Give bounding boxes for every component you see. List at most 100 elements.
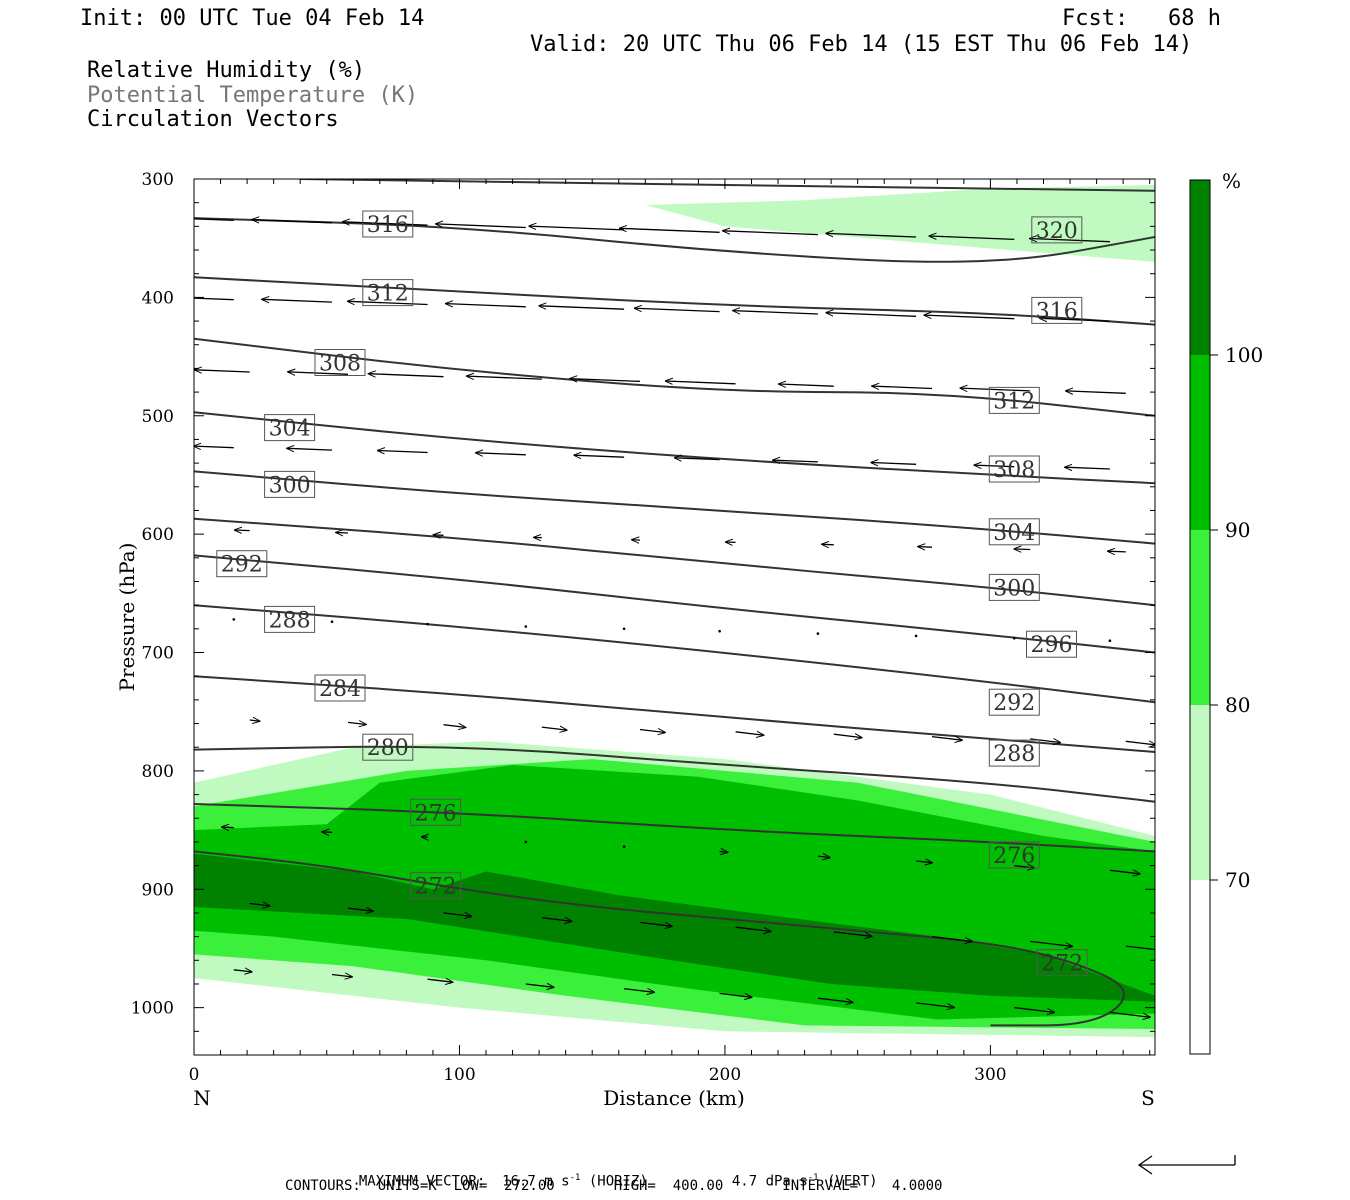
theta-contours [194, 179, 1155, 1027]
svg-text:296: 296 [1031, 633, 1073, 658]
y-axis-title: Pressure (hPa) [115, 543, 139, 692]
footer-contours: CONTOURS: UNITS=K LOW= 272.00 HIGH= 400.… [285, 1178, 943, 1194]
vector-arrow [443, 913, 472, 916]
vector-arrow [222, 827, 234, 828]
vector-arrow [1040, 318, 1110, 321]
svg-text:316: 316 [367, 213, 409, 238]
svg-text:272: 272 [1041, 952, 1083, 977]
svg-text:300: 300 [269, 473, 311, 498]
contour-labels: 316 312 308 304 300 292 288 284 280 276 272 320 316 3… [216, 210, 1088, 977]
y-tick-label: 1000 [131, 999, 174, 1019]
contour-label: 316 [1031, 296, 1083, 324]
vector-arrow [369, 374, 444, 377]
theta-contour-276 [194, 803, 1155, 853]
colorbar-level-label: 90 [1225, 518, 1250, 542]
contour-label: 288 [264, 605, 316, 633]
vector-arrow [1109, 1011, 1150, 1017]
vector-arrow [331, 975, 352, 977]
vector-arrow [1030, 940, 1072, 946]
vector-arrow [525, 984, 554, 987]
contour-label: 312 [988, 386, 1040, 414]
y-tick-label: 400 [142, 288, 174, 308]
x-tick-label: 300 [974, 1065, 1006, 1085]
vector-arrow [262, 299, 333, 302]
colorbar-level-label: 70 [1225, 868, 1250, 892]
vector-arrow [918, 547, 933, 548]
svg-text:280: 280 [367, 736, 409, 761]
vector-arrow [1108, 551, 1126, 552]
y-tick-label: 700 [142, 644, 174, 664]
contour-label: 304 [264, 414, 316, 442]
svg-text:288: 288 [269, 608, 311, 633]
rh-shading [194, 184, 1155, 1038]
y-tick-label: 900 [142, 880, 174, 900]
vector-arrow [929, 236, 1015, 241]
theta-contour-312 [194, 276, 1155, 326]
vector-arrow [1125, 945, 1155, 951]
contour-label: 308 [314, 349, 366, 377]
vector-arrow [195, 370, 250, 372]
plot-frame [193, 178, 1156, 1056]
theta-contour-304 [194, 411, 1155, 485]
vector-arrow [446, 304, 526, 307]
vector-arrow [347, 722, 366, 724]
vector-arrow [1030, 239, 1110, 242]
y-tick-label: 500 [142, 407, 174, 427]
vector-arrow [436, 224, 526, 229]
svg-text:284: 284 [319, 677, 361, 702]
vector-arrow [378, 451, 428, 453]
vector-arrow [833, 734, 862, 737]
rh-region-100 [194, 853, 1155, 1002]
contour-label: 308 [988, 455, 1040, 483]
contour-label: 296 [1026, 630, 1077, 658]
init-time: Init: 00 UTC Tue 04 Feb 14 [80, 6, 425, 31]
vector-arrow [570, 379, 641, 382]
vector-arrow [249, 904, 270, 906]
theta-contour-292 [194, 554, 1155, 654]
vector-arrow [639, 921, 672, 926]
x-tick-label: 0 [189, 1065, 200, 1085]
vector-dot [232, 618, 236, 621]
vector-arrow [817, 997, 853, 1002]
vector-arrow [872, 386, 933, 388]
vector-arrow [826, 313, 917, 317]
vector-arrow [194, 446, 234, 448]
vector-arrow [1014, 1006, 1054, 1013]
vector-dot [914, 634, 918, 638]
vector-arrow [348, 301, 428, 304]
vector-arrow [624, 989, 654, 993]
svg-text:288: 288 [993, 742, 1035, 767]
vector-arrow [235, 530, 250, 531]
vector-dot [1013, 637, 1016, 640]
colorbar-segment [1190, 180, 1210, 355]
colorbar-level-label: 100 [1225, 343, 1263, 367]
vector-arrow [1125, 741, 1155, 745]
vector-arrow [541, 918, 572, 922]
svg-text:304: 304 [269, 417, 311, 442]
vector-arrow [635, 308, 720, 313]
contour-label: 320 [1031, 216, 1083, 244]
vector-arrow [916, 861, 932, 863]
vector-dot [718, 629, 721, 633]
theta-contour-300 [194, 470, 1155, 545]
vector-arrow [343, 222, 428, 226]
vector-dot [524, 840, 528, 844]
contour-label: 312 [362, 279, 414, 307]
axes: 0 100 200 300 300 400 500 600 700 800 900 1000 [131, 170, 1155, 1085]
vector-dot [330, 620, 334, 623]
vector-arrow [322, 832, 333, 833]
vector-arrow [467, 376, 542, 379]
vector-arrow [916, 1002, 954, 1008]
colorbar-segment [1190, 355, 1210, 530]
vector-arrow [194, 218, 234, 222]
vector-arrow [719, 992, 752, 997]
vector-arrow [773, 460, 818, 462]
colorbar-segment [1190, 705, 1210, 880]
theta-contour-320 [300, 179, 1155, 192]
theta-contour-272 [194, 850, 1125, 1027]
svg-text:304: 304 [993, 521, 1035, 546]
valid-time: Valid: 20 UTC Thu 06 Feb 14 (15 EST Thu … [530, 32, 1193, 57]
theta-contour-308 [194, 337, 1155, 417]
vector-arrow [288, 372, 349, 374]
